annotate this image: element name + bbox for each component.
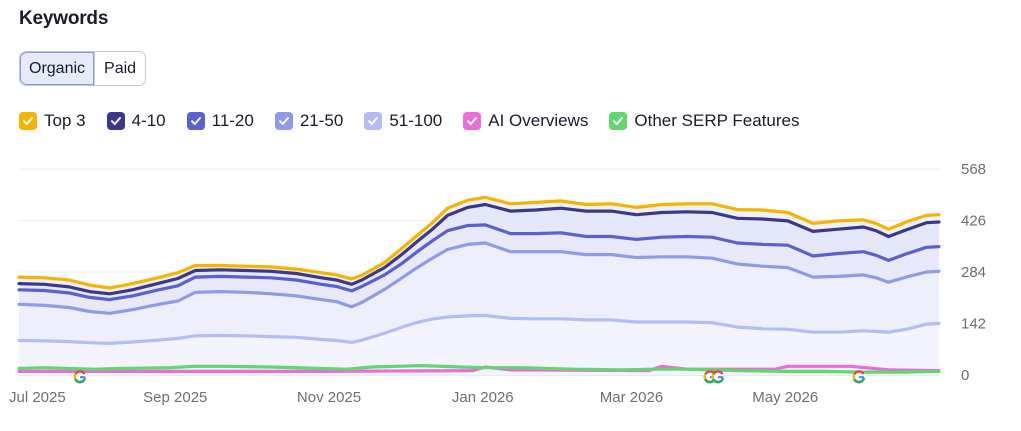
series-line	[17, 241, 941, 315]
legend-label: Other SERP Features	[634, 111, 800, 130]
legend-label: AI Overviews	[488, 111, 589, 130]
series-line	[17, 195, 941, 290]
keywords-chart[interactable]: 568 426 284 142 0 Jul 2025 Sep 2025 Nov 2025 Ja…	[0, 150, 1021, 410]
organic-paid-toggle: Organic Paid	[19, 51, 147, 86]
series-line	[17, 202, 941, 296]
tab-paid[interactable]: Paid	[94, 52, 146, 85]
checkbox-icon[interactable]	[106, 112, 125, 130]
legend-label: 11-20	[211, 111, 254, 130]
checkbox-icon[interactable]	[364, 112, 383, 130]
chart-legend: Top 3 4-10 11-20 21-50 51-100 AI Overvie…	[19, 111, 820, 131]
legend-item-ai-overviews[interactable]: AI Overviews	[463, 111, 588, 131]
legend-label: Top 3	[44, 111, 86, 130]
series-line	[17, 223, 941, 302]
legend-item-51-100[interactable]: 51-100	[364, 111, 442, 131]
legend-label: 4-10	[131, 111, 166, 130]
google-update-icon[interactable]	[73, 370, 87, 384]
checkbox-icon[interactable]	[609, 112, 628, 130]
legend-item-top-3[interactable]: Top 3	[19, 111, 86, 131]
checkbox-icon[interactable]	[463, 112, 482, 130]
tab-organic[interactable]: Organic	[20, 52, 95, 85]
legend-item-4-10[interactable]: 4-10	[106, 111, 166, 131]
x-tick-label: May 2026	[752, 389, 818, 406]
legend-item-21-50[interactable]: 21-50	[274, 111, 344, 131]
x-tick-label: Nov 2025	[297, 389, 361, 406]
google-update-icon[interactable]	[711, 370, 725, 384]
y-tick-label: 568	[961, 161, 986, 178]
google-update-icon[interactable]	[852, 370, 866, 384]
legend-item-other-serp-features[interactable]: Other SERP Features	[609, 111, 799, 131]
series-area	[19, 315, 939, 375]
x-tick-label: Jan 2026	[452, 389, 514, 406]
legend-label: 21-50	[299, 111, 344, 130]
x-tick-label: Jul 2025	[9, 389, 66, 406]
legend-item-11-20[interactable]: 11-20	[186, 111, 254, 131]
series-line	[17, 313, 941, 345]
page-title: Keywords	[19, 8, 109, 29]
checkbox-icon[interactable]	[274, 112, 293, 130]
x-tick-label: Mar 2026	[600, 389, 663, 406]
y-tick-label: 284	[961, 264, 986, 281]
series-line	[17, 364, 941, 374]
x-tick-label: Sep 2025	[143, 389, 207, 406]
checkbox-icon[interactable]	[19, 112, 37, 130]
legend-label: 51-100	[389, 111, 443, 130]
y-tick-label: 142	[961, 316, 986, 333]
checkbox-icon[interactable]	[186, 112, 205, 130]
y-tick-label: 0	[961, 367, 969, 384]
y-tick-label: 426	[961, 213, 986, 230]
